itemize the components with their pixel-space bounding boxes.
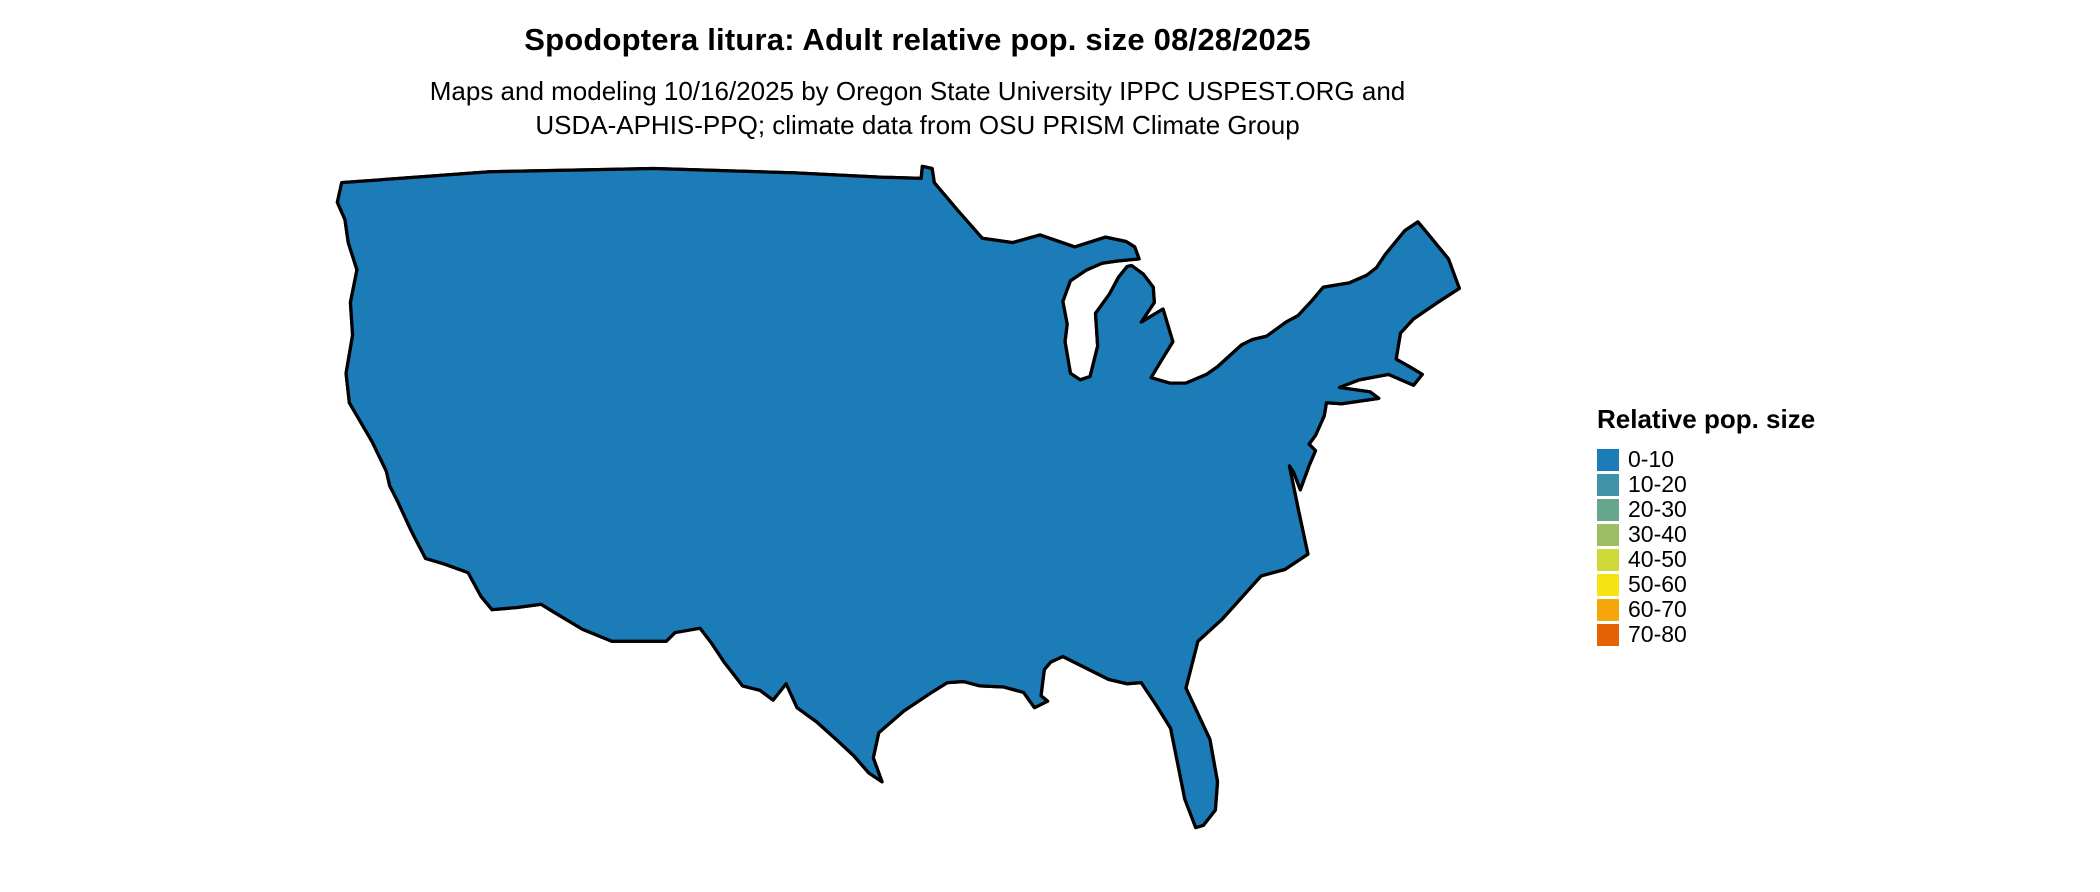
- legend-item: 60-70: [1597, 596, 1815, 622]
- legend-item-label: 30-40: [1628, 521, 1687, 547]
- legend-swatch: [1597, 598, 1619, 621]
- legend-swatch: [1597, 548, 1619, 571]
- legend-item: 0-10: [1597, 446, 1815, 472]
- legend-title: Relative pop. size: [1597, 404, 1816, 434]
- us-population-map: [272, 150, 1492, 869]
- legend-swatch: [1597, 448, 1619, 471]
- subtitle-line-2: USDA-APHIS-PPQ; climate data from OSU PR…: [535, 110, 1300, 140]
- legend-item-label: 50-60: [1628, 571, 1687, 597]
- legend-item-label: 0-10: [1628, 446, 1675, 472]
- us-outline-stroke: [335, 164, 1461, 830]
- legend-item: 70-80: [1597, 621, 1815, 647]
- legend-item-label: 70-80: [1628, 621, 1687, 647]
- legend-item: 30-40: [1597, 521, 1815, 547]
- header: Spodoptera litura: Adult relative pop. s…: [0, 22, 1835, 142]
- map-legend: Relative pop. size 0-10 10-20 20-30 30-4…: [1597, 404, 1815, 647]
- legend-item-label: 40-50: [1628, 546, 1687, 572]
- legend-item: 40-50: [1597, 546, 1815, 572]
- legend-swatch: [1597, 473, 1619, 496]
- map-subtitle: Maps and modeling 10/16/2025 by Oregon S…: [0, 74, 1835, 142]
- page-title: Spodoptera litura: Adult relative pop. s…: [524, 22, 1311, 57]
- legend-swatch: [1597, 523, 1619, 546]
- legend-swatch: [1597, 573, 1619, 596]
- legend-swatch: [1597, 623, 1619, 646]
- legend-item: 20-30: [1597, 496, 1815, 522]
- subtitle-line-1: Maps and modeling 10/16/2025 by Oregon S…: [429, 76, 1406, 106]
- legend-item: 50-60: [1597, 571, 1815, 597]
- legend-item-label: 20-30: [1628, 496, 1687, 522]
- us-map-svg: [335, 164, 1461, 830]
- legend-item-label: 10-20: [1628, 471, 1687, 497]
- legend-swatch: [1597, 498, 1619, 521]
- legend-item-label: 60-70: [1628, 596, 1687, 622]
- legend-item: 10-20: [1597, 471, 1815, 497]
